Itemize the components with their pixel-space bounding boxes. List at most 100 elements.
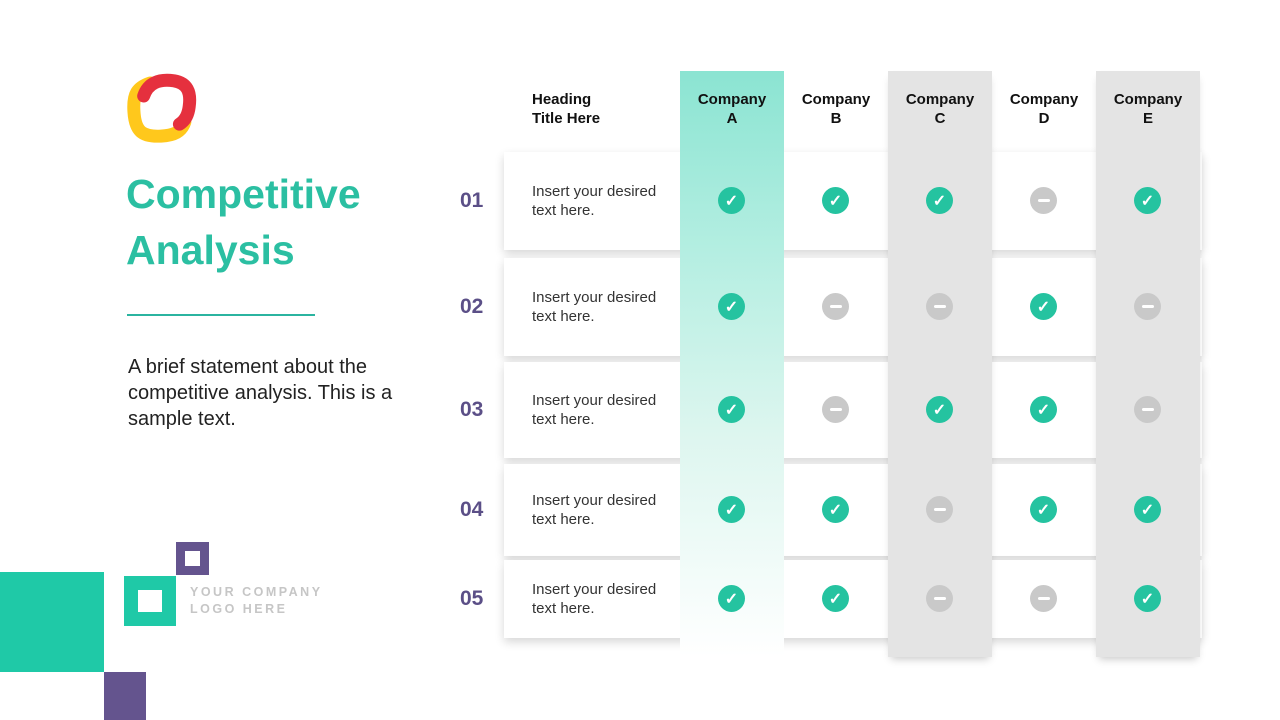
table-cell: ✓ bbox=[926, 187, 954, 215]
row-card-background bbox=[504, 258, 1202, 356]
row-number: 01 bbox=[460, 189, 484, 212]
check-icon: ✓ bbox=[718, 187, 745, 214]
table-cell: ✓ bbox=[1134, 585, 1162, 613]
row-card-background bbox=[504, 152, 1202, 250]
table-row: 01 Insert your desired text here. ✓ ✓ ✓ ✓ bbox=[458, 152, 1202, 250]
table-cell bbox=[822, 396, 850, 424]
column-header-company-b: Company B bbox=[801, 91, 871, 127]
row-description: Insert your desired text here. bbox=[532, 492, 657, 528]
table-cell bbox=[1134, 293, 1162, 321]
deco-purple-square bbox=[104, 672, 146, 720]
column-header-company-a: Company A bbox=[697, 91, 767, 127]
table-cell: ✓ bbox=[718, 396, 746, 424]
deco-purple-outline-square bbox=[176, 542, 209, 575]
table-row: 04 Insert your desired text here. ✓ ✓ ✓ ✓ bbox=[458, 464, 1202, 556]
table-row: 03 Insert your desired text here. ✓ ✓ ✓ bbox=[458, 362, 1202, 458]
table-cell: ✓ bbox=[718, 187, 746, 215]
row-description: Insert your desired text here. bbox=[532, 289, 657, 325]
table-cell: ✓ bbox=[1134, 187, 1162, 215]
dash-icon bbox=[926, 293, 953, 320]
dash-bar bbox=[829, 305, 842, 308]
check-icon: ✓ bbox=[822, 585, 849, 612]
column-header-company-e: Company E bbox=[1113, 91, 1183, 127]
row-card-background bbox=[504, 560, 1202, 638]
dash-icon bbox=[822, 293, 849, 320]
table-cell bbox=[926, 293, 954, 321]
dash-bar bbox=[1141, 408, 1154, 411]
column-band-company-c bbox=[888, 71, 992, 657]
row-card-background bbox=[504, 362, 1202, 458]
row-card-background bbox=[504, 464, 1202, 556]
dash-icon bbox=[1030, 585, 1057, 612]
company-logo-line1: YOUR COMPANY bbox=[190, 585, 323, 599]
table-heading: Heading Title Here bbox=[532, 91, 601, 127]
row-number: 02 bbox=[460, 295, 484, 318]
table-cell bbox=[926, 585, 954, 613]
check-icon: ✓ bbox=[1134, 187, 1161, 214]
dash-icon bbox=[1134, 396, 1161, 423]
check-icon: ✓ bbox=[718, 496, 745, 523]
logo-red-arc bbox=[137, 73, 197, 131]
table-row: 02 Insert your desired text here. ✓ ✓ bbox=[458, 258, 1202, 356]
column-header-company-d: Company D bbox=[1009, 91, 1079, 127]
dash-bar bbox=[933, 508, 946, 511]
table-cell: ✓ bbox=[822, 496, 850, 524]
table-row: 05 Insert your desired text here. ✓ ✓ ✓ bbox=[458, 560, 1202, 638]
check-icon: ✓ bbox=[718, 585, 745, 612]
table-cell bbox=[926, 496, 954, 524]
check-icon: ✓ bbox=[926, 396, 953, 423]
table-cell: ✓ bbox=[718, 585, 746, 613]
check-icon: ✓ bbox=[926, 187, 953, 214]
column-band-company-a bbox=[680, 71, 784, 657]
dash-bar bbox=[1141, 305, 1154, 308]
dash-bar bbox=[829, 408, 842, 411]
company-logo-placeholder: YOUR COMPANY LOGO HERE bbox=[190, 584, 323, 618]
table-cell bbox=[1030, 585, 1058, 613]
table-cell: ✓ bbox=[1030, 293, 1058, 321]
table-cell bbox=[1030, 187, 1058, 215]
page-title: Competitive Analysis bbox=[126, 171, 361, 273]
deco-teal-square bbox=[0, 572, 104, 672]
check-icon: ✓ bbox=[1134, 585, 1161, 612]
intro-text: A brief statement about the competitive … bbox=[128, 356, 393, 430]
row-description: Insert your desired text here. bbox=[532, 581, 657, 617]
dash-bar bbox=[933, 597, 946, 600]
table-cell bbox=[1134, 396, 1162, 424]
check-icon: ✓ bbox=[1134, 496, 1161, 523]
check-icon: ✓ bbox=[1030, 293, 1057, 320]
dash-icon bbox=[1030, 187, 1057, 214]
table-cell: ✓ bbox=[1134, 496, 1162, 524]
company-logo-line2: LOGO HERE bbox=[190, 602, 288, 616]
column-header-company-c: Company C bbox=[905, 91, 975, 127]
check-icon: ✓ bbox=[718, 396, 745, 423]
column-band-company-e bbox=[1096, 71, 1200, 657]
dash-bar bbox=[1037, 597, 1050, 600]
check-icon: ✓ bbox=[822, 496, 849, 523]
check-icon: ✓ bbox=[1030, 496, 1057, 523]
dash-icon bbox=[822, 396, 849, 423]
dash-icon bbox=[926, 585, 953, 612]
deco-teal-outline-square bbox=[124, 576, 176, 626]
table-cell: ✓ bbox=[718, 496, 746, 524]
dash-bar bbox=[1037, 199, 1050, 202]
table-cell: ✓ bbox=[822, 187, 850, 215]
row-number: 05 bbox=[460, 587, 484, 610]
table-cell: ✓ bbox=[822, 585, 850, 613]
brand-logo bbox=[127, 73, 197, 143]
table-cell: ✓ bbox=[718, 293, 746, 321]
title-divider bbox=[127, 314, 315, 316]
check-icon: ✓ bbox=[718, 293, 745, 320]
row-description: Insert your desired text here. bbox=[532, 183, 657, 219]
table-cell: ✓ bbox=[926, 396, 954, 424]
check-icon: ✓ bbox=[1030, 396, 1057, 423]
dash-bar bbox=[933, 305, 946, 308]
row-number: 03 bbox=[460, 398, 484, 421]
check-icon: ✓ bbox=[822, 187, 849, 214]
row-description: Insert your desired text here. bbox=[532, 392, 657, 428]
table-cell: ✓ bbox=[1030, 496, 1058, 524]
logo-yellow-arc bbox=[127, 76, 192, 143]
table-cell bbox=[822, 293, 850, 321]
dash-icon bbox=[926, 496, 953, 523]
table-cell: ✓ bbox=[1030, 396, 1058, 424]
